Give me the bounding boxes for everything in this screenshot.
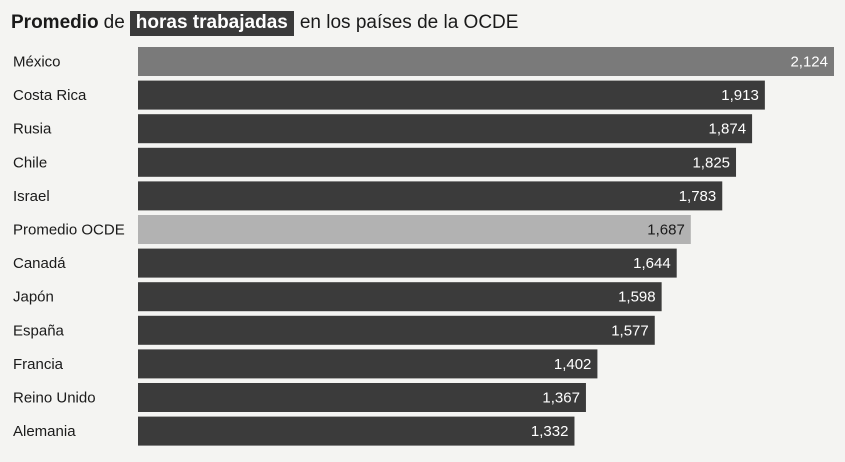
category-label-francia: Francia — [13, 356, 64, 373]
value-label-promedio-ocde: 1,687 — [647, 222, 685, 239]
category-label-alemania: Alemania — [13, 423, 76, 440]
category-label-canada: Canadá — [13, 255, 66, 272]
title-highlight-box: horas trabajadas — [129, 10, 294, 36]
bar-israel — [138, 181, 723, 211]
category-label-promedio-ocde: Promedio OCDE — [13, 222, 125, 239]
bar-espana — [138, 315, 655, 345]
category-label-espana: España — [13, 322, 65, 339]
bar-reino-unido — [138, 383, 586, 412]
bar-rusia — [138, 114, 753, 144]
bar-canada — [138, 248, 677, 278]
value-label-chile: 1,825 — [692, 154, 730, 171]
value-label-japon: 1,598 — [618, 289, 656, 306]
value-label-costa-rica: 1,913 — [721, 87, 759, 104]
bar-alemania — [138, 416, 575, 446]
category-label-chile: Chile — [13, 154, 47, 171]
category-label-reino-unido: Reino Unido — [13, 390, 96, 407]
bar-promedio-ocde — [138, 215, 691, 244]
category-label-rusia: Rusia — [13, 121, 52, 138]
bar-costa-rica — [138, 80, 765, 110]
value-label-canada: 1,644 — [633, 255, 671, 272]
category-label-costa-rica: Costa Rica — [13, 87, 87, 104]
title-part-rest: en los países de la OCDE — [299, 12, 519, 33]
value-label-rusia: 1,874 — [709, 121, 747, 138]
bar-mexico — [138, 47, 834, 76]
bar-chile — [138, 147, 737, 177]
category-label-japon: Japón — [13, 289, 54, 306]
chart-title: Promedio de horas trabajadas en los país… — [11, 9, 518, 37]
value-label-reino-unido: 1,367 — [542, 390, 580, 407]
value-label-israel: 1,783 — [679, 188, 717, 205]
title-part-de: de — [103, 12, 125, 33]
value-label-mexico: 2,124 — [790, 54, 828, 71]
value-label-alemania: 1,332 — [531, 423, 569, 440]
category-label-israel: Israel — [13, 188, 50, 205]
bar-francia — [138, 349, 598, 379]
title-part-bold: Promedio — [11, 12, 99, 33]
bar-japon — [138, 282, 662, 312]
value-label-francia: 1,402 — [554, 356, 592, 373]
category-label-mexico: México — [13, 54, 61, 71]
value-label-espana: 1,577 — [611, 322, 649, 339]
